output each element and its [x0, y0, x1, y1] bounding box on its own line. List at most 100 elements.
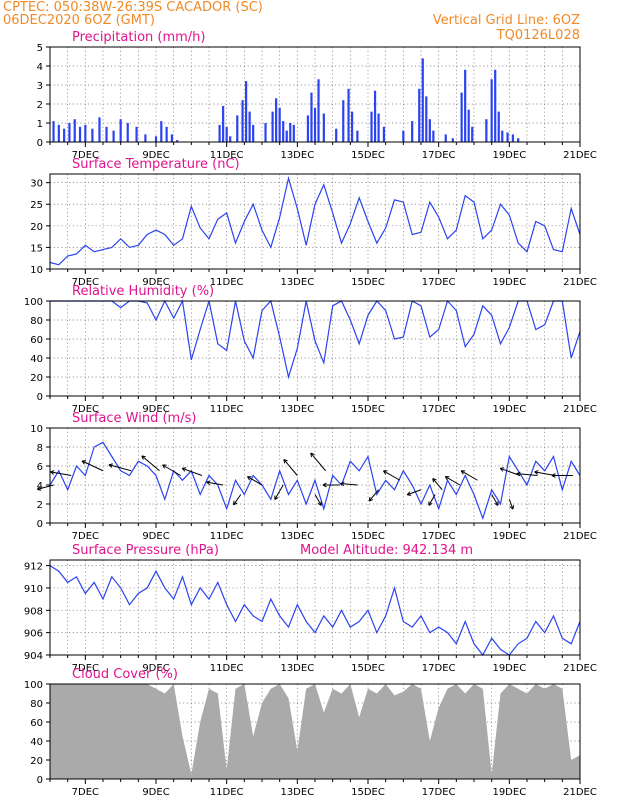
precip-bar [271, 111, 274, 142]
x-tick-label: 11DEC [210, 404, 244, 415]
precip-bar [342, 100, 345, 142]
x-tick-label: 13DEC [280, 531, 314, 542]
panel-title: Relative Humidity (%) [72, 284, 214, 299]
precip-bar [373, 90, 377, 142]
x-tick-label: 7DEC [72, 531, 99, 542]
precip-bar [160, 121, 163, 142]
precip-bar [84, 124, 87, 142]
precip-bar [278, 107, 281, 142]
precip-bar [464, 69, 467, 142]
y-tick-label: 8 [37, 443, 43, 454]
precip-bar [402, 130, 405, 142]
y-tick-label: 80 [30, 316, 43, 327]
precip-bar [176, 140, 179, 142]
precip-bar [98, 117, 101, 142]
x-tick-label: 13DEC [280, 404, 314, 415]
panel-title: Surface Pressure (hPa) [72, 543, 219, 558]
x-tick-label: 9DEC [142, 277, 169, 288]
x-tick-label: 11DEC [210, 277, 244, 288]
precip-bar [471, 126, 474, 142]
wind-arrow [428, 494, 436, 506]
precip-bar [356, 130, 359, 142]
precip-bar [275, 98, 278, 142]
wind-arrow [283, 458, 298, 476]
precip-bar [310, 92, 313, 142]
wind-arrow [516, 471, 538, 477]
y-tick-label: 910 [24, 584, 43, 595]
precip-bar [225, 126, 228, 142]
y-tick-label: 15 [30, 243, 43, 254]
precip-bar [105, 126, 108, 142]
precip-bar [501, 130, 504, 142]
x-tick-label: 21DEC [563, 150, 597, 161]
x-tick-label: 13DEC [280, 787, 314, 798]
y-tick-label: 0 [37, 138, 43, 149]
precip-bar [370, 111, 373, 142]
y-tick-label: 904 [24, 651, 43, 662]
precip-bar [467, 109, 470, 142]
precip-bar [432, 130, 435, 142]
precip-bar [241, 100, 244, 142]
x-tick-label: 19DEC [492, 531, 526, 542]
precip-bar [317, 79, 320, 142]
wind-arrow [310, 452, 326, 472]
wind-arrow [551, 473, 573, 478]
y-tick-label: 2 [37, 500, 43, 511]
x-tick-label: 9DEC [142, 150, 169, 161]
wind-arrow [81, 460, 104, 472]
wind-arrow [314, 494, 322, 506]
x-tick-label: 19DEC [492, 150, 526, 161]
precip-bar [511, 134, 514, 142]
x-tick-label: 9DEC [142, 531, 169, 542]
x-tick-label: 11DEC [210, 663, 244, 674]
precip-bar [335, 128, 338, 142]
precip-bar [68, 123, 71, 142]
wind-arrow [36, 484, 54, 491]
wind-arrow [274, 484, 284, 500]
x-tick-label: 21DEC [563, 663, 597, 674]
precip-bar [52, 121, 55, 142]
y-tick-label: 10 [30, 424, 43, 435]
precip-bar [73, 119, 76, 142]
panel-title: Surface Temperature (nC) [72, 157, 240, 172]
x-tick-label: 17DEC [422, 277, 456, 288]
header-model: TQ0126L028 [496, 28, 580, 43]
wind-arrow [322, 482, 340, 488]
wind-arrow [460, 470, 478, 481]
y-tick-label: 0 [37, 775, 43, 786]
x-tick-label: 19DEC [492, 663, 526, 674]
x-tick-label: 17DEC [422, 531, 456, 542]
header-grid-note: Vertical Grid Line: 6OZ [433, 13, 580, 28]
x-tick-label: 11DEC [210, 150, 244, 161]
x-tick-label: 7DEC [72, 404, 99, 415]
precip-bar [236, 115, 239, 142]
precip-bar [313, 107, 317, 142]
wind-arrow [340, 481, 358, 487]
precip-bar [382, 126, 385, 142]
header: CPTEC: 050:38W-26:39S CACADOR (SC) 06DEC… [3, 0, 580, 43]
y-tick-label: 40 [30, 354, 43, 365]
wind-arrow [368, 489, 379, 502]
header-run-date: 06DEC2020 6OZ (GMT) [3, 13, 155, 28]
precip-bar [248, 111, 251, 142]
panel-title: Precipitation (mm/h) [72, 30, 205, 45]
wind-arrow [108, 463, 132, 472]
y-tick-label: 30 [30, 179, 43, 190]
precip-bar [506, 132, 509, 142]
x-tick-label: 7DEC [72, 663, 99, 674]
wind-arrow [50, 470, 72, 476]
y-tick-label: 40 [30, 737, 43, 748]
precip-bar [451, 138, 454, 142]
panel-3: Relative Humidity (%) 0 20 40 60 80 100 7DEC 9DE… [24, 284, 597, 415]
precip-bar [347, 88, 350, 142]
precip-bar [78, 126, 82, 142]
x-tick-label: 15DEC [351, 277, 385, 288]
wind-arrow [534, 470, 556, 476]
wind-arrow [444, 476, 461, 486]
x-tick-label: 15DEC [351, 150, 385, 161]
precip-bar [57, 124, 60, 142]
cloud-cover-area [50, 684, 580, 779]
series-line [49, 175, 581, 266]
panel-2: Surface Temperature (nC) 10 15 20 25 30 7DEC 9D… [30, 157, 597, 288]
